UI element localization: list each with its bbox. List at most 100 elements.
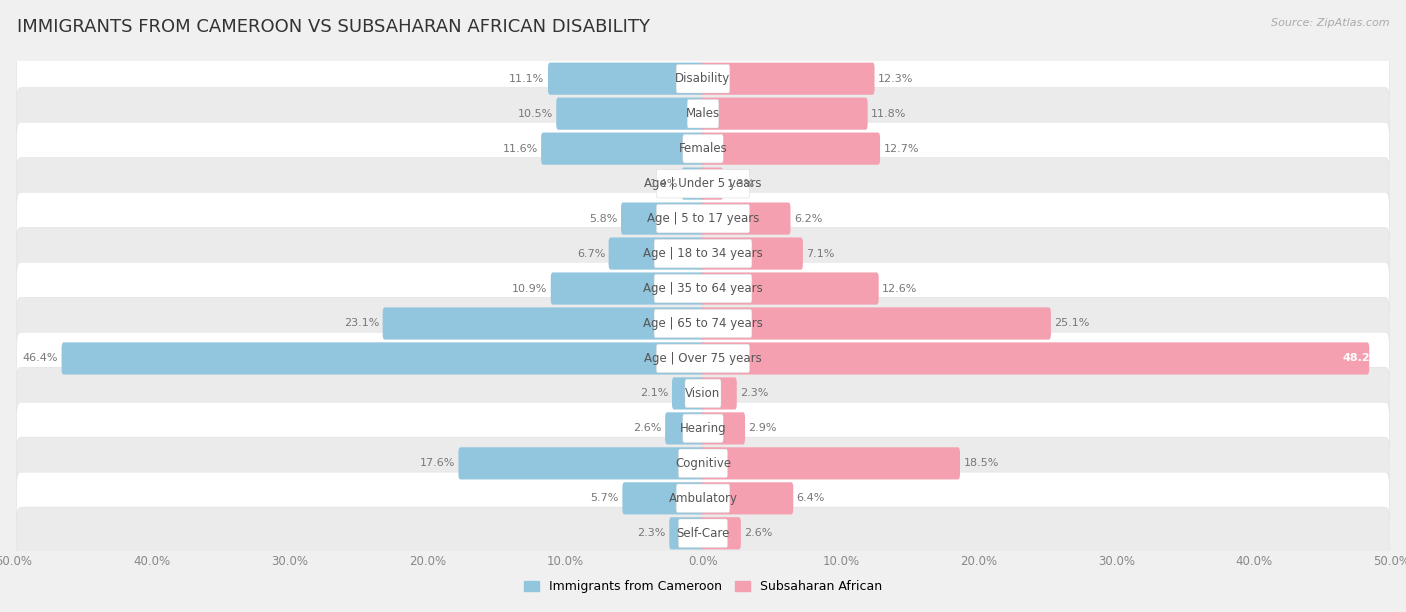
FancyBboxPatch shape — [702, 517, 741, 550]
FancyBboxPatch shape — [669, 517, 704, 550]
FancyBboxPatch shape — [17, 297, 1389, 349]
Text: 11.8%: 11.8% — [872, 109, 907, 119]
FancyBboxPatch shape — [688, 99, 718, 128]
FancyBboxPatch shape — [657, 204, 749, 233]
Text: Age | Over 75 years: Age | Over 75 years — [644, 352, 762, 365]
FancyBboxPatch shape — [702, 378, 737, 409]
Text: 5.7%: 5.7% — [591, 493, 619, 503]
Text: 10.5%: 10.5% — [517, 109, 553, 119]
FancyBboxPatch shape — [702, 62, 875, 95]
Text: 5.8%: 5.8% — [589, 214, 617, 223]
Text: 2.3%: 2.3% — [637, 528, 666, 539]
Text: Cognitive: Cognitive — [675, 457, 731, 470]
FancyBboxPatch shape — [621, 203, 704, 234]
Text: 1.4%: 1.4% — [650, 179, 678, 188]
Text: Hearing: Hearing — [679, 422, 727, 435]
Text: 6.4%: 6.4% — [797, 493, 825, 503]
FancyBboxPatch shape — [541, 133, 704, 165]
Text: 48.2%: 48.2% — [1343, 354, 1381, 364]
FancyBboxPatch shape — [17, 192, 1389, 245]
Text: 7.1%: 7.1% — [807, 248, 835, 258]
FancyBboxPatch shape — [17, 157, 1389, 210]
FancyBboxPatch shape — [702, 133, 880, 165]
Text: Disability: Disability — [675, 72, 731, 85]
Text: 46.4%: 46.4% — [22, 354, 58, 364]
Text: 11.1%: 11.1% — [509, 73, 544, 84]
Text: 18.5%: 18.5% — [963, 458, 998, 468]
Text: 12.6%: 12.6% — [882, 283, 918, 294]
FancyBboxPatch shape — [683, 414, 723, 442]
FancyBboxPatch shape — [702, 272, 879, 305]
Text: 2.6%: 2.6% — [744, 528, 773, 539]
FancyBboxPatch shape — [657, 344, 749, 373]
Text: 6.2%: 6.2% — [794, 214, 823, 223]
Text: Source: ZipAtlas.com: Source: ZipAtlas.com — [1271, 18, 1389, 28]
FancyBboxPatch shape — [678, 519, 728, 548]
FancyBboxPatch shape — [62, 342, 704, 375]
FancyBboxPatch shape — [702, 482, 793, 515]
Text: 12.3%: 12.3% — [877, 73, 914, 84]
Text: 23.1%: 23.1% — [344, 318, 380, 329]
FancyBboxPatch shape — [17, 53, 1389, 105]
FancyBboxPatch shape — [17, 472, 1389, 524]
Text: Vision: Vision — [685, 387, 721, 400]
Text: Age | Under 5 years: Age | Under 5 years — [644, 177, 762, 190]
FancyBboxPatch shape — [672, 378, 704, 409]
FancyBboxPatch shape — [702, 447, 960, 479]
Text: Ambulatory: Ambulatory — [668, 492, 738, 505]
FancyBboxPatch shape — [702, 168, 723, 200]
FancyBboxPatch shape — [676, 484, 730, 513]
FancyBboxPatch shape — [665, 412, 704, 444]
FancyBboxPatch shape — [702, 203, 790, 234]
FancyBboxPatch shape — [678, 449, 728, 478]
FancyBboxPatch shape — [654, 274, 752, 303]
FancyBboxPatch shape — [17, 122, 1389, 175]
FancyBboxPatch shape — [551, 272, 704, 305]
Text: 2.6%: 2.6% — [633, 424, 662, 433]
FancyBboxPatch shape — [17, 402, 1389, 455]
FancyBboxPatch shape — [702, 237, 803, 270]
FancyBboxPatch shape — [657, 170, 749, 198]
Text: 10.9%: 10.9% — [512, 283, 547, 294]
Text: 2.9%: 2.9% — [748, 424, 778, 433]
FancyBboxPatch shape — [17, 332, 1389, 385]
Text: 1.3%: 1.3% — [727, 179, 755, 188]
FancyBboxPatch shape — [654, 309, 752, 338]
FancyBboxPatch shape — [676, 64, 730, 93]
Text: Females: Females — [679, 142, 727, 155]
FancyBboxPatch shape — [685, 379, 721, 408]
FancyBboxPatch shape — [654, 239, 752, 268]
FancyBboxPatch shape — [17, 263, 1389, 315]
Text: Males: Males — [686, 107, 720, 120]
FancyBboxPatch shape — [702, 307, 1050, 340]
Text: 11.6%: 11.6% — [502, 144, 537, 154]
FancyBboxPatch shape — [548, 62, 704, 95]
FancyBboxPatch shape — [17, 507, 1389, 559]
FancyBboxPatch shape — [458, 447, 704, 479]
Text: 17.6%: 17.6% — [419, 458, 456, 468]
FancyBboxPatch shape — [682, 168, 704, 200]
FancyBboxPatch shape — [623, 482, 704, 515]
FancyBboxPatch shape — [702, 342, 1369, 375]
FancyBboxPatch shape — [702, 97, 868, 130]
FancyBboxPatch shape — [17, 227, 1389, 280]
Text: 2.3%: 2.3% — [740, 389, 769, 398]
Text: 25.1%: 25.1% — [1054, 318, 1090, 329]
FancyBboxPatch shape — [17, 437, 1389, 490]
FancyBboxPatch shape — [382, 307, 704, 340]
Text: Age | 5 to 17 years: Age | 5 to 17 years — [647, 212, 759, 225]
Text: 2.1%: 2.1% — [640, 389, 669, 398]
Text: IMMIGRANTS FROM CAMEROON VS SUBSAHARAN AFRICAN DISABILITY: IMMIGRANTS FROM CAMEROON VS SUBSAHARAN A… — [17, 18, 650, 36]
FancyBboxPatch shape — [17, 88, 1389, 140]
FancyBboxPatch shape — [702, 412, 745, 444]
Text: 12.7%: 12.7% — [883, 144, 920, 154]
Text: 6.7%: 6.7% — [576, 248, 605, 258]
Text: Self-Care: Self-Care — [676, 527, 730, 540]
Legend: Immigrants from Cameroon, Subsaharan African: Immigrants from Cameroon, Subsaharan Afr… — [519, 575, 887, 599]
FancyBboxPatch shape — [17, 367, 1389, 420]
FancyBboxPatch shape — [683, 134, 723, 163]
Text: Age | 35 to 64 years: Age | 35 to 64 years — [643, 282, 763, 295]
FancyBboxPatch shape — [609, 237, 704, 270]
Text: Age | 18 to 34 years: Age | 18 to 34 years — [643, 247, 763, 260]
FancyBboxPatch shape — [557, 97, 704, 130]
